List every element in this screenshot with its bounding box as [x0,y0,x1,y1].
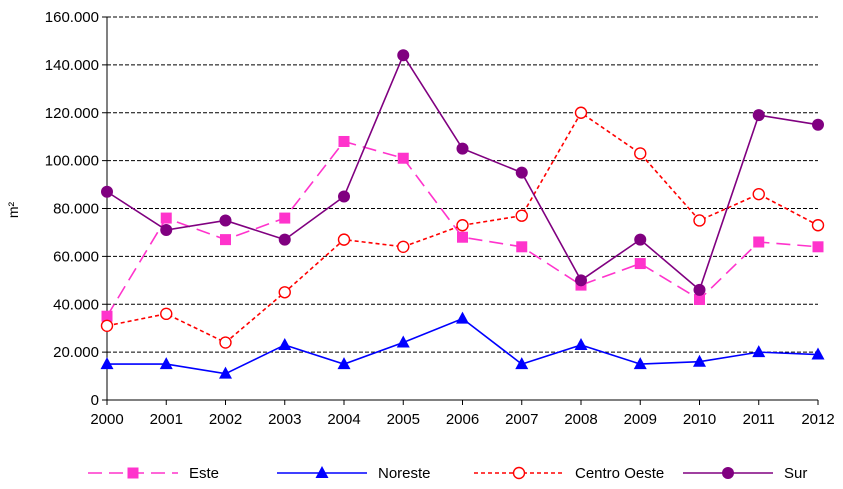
circle-marker [515,166,528,179]
legend-item: Este [88,465,219,482]
y-tick-label: 160.000 [45,9,99,26]
x-tick-label: 2006 [446,411,479,428]
legend-label: Noreste [378,465,431,482]
x-tick-label: 2008 [564,411,597,428]
open-circle-marker [811,219,825,232]
open-circle-marker [693,214,706,227]
square-marker [694,293,705,305]
x-tick-label: 2007 [505,411,538,428]
x-tick-label: 2003 [268,411,301,428]
square-marker [634,258,646,270]
triangle-marker-legend [315,466,329,478]
triangle-marker [633,357,647,370]
series-line [106,53,819,292]
y-tick-labels: 0 20.000 40.000 60.000 80.000 100.000 120.000 1… [45,9,99,409]
square-marker [457,231,468,243]
grid-lines [107,16,818,353]
circle-marker [693,283,706,296]
circle-marker [397,49,410,62]
triangle-marker [337,357,351,370]
circle-marker [160,224,173,237]
open-circle-marker [634,147,647,160]
square-marker [279,212,291,224]
legend-label: Sur [784,465,807,482]
triangle-marker [515,357,529,370]
triangle-marker [396,335,410,348]
legend-item: Noreste [277,465,431,482]
y-tick-label: 80.000 [53,201,99,218]
circle-marker [812,118,824,131]
y-tick-label: 60.000 [53,248,99,265]
y-tick-label: 0 [91,392,99,409]
square-marker-legend [127,467,139,479]
series-noreste [100,311,825,379]
triangle-marker [693,354,706,367]
legend-label: Este [189,465,219,482]
open-circle-marker [219,336,232,349]
y-tick-label: 40.000 [53,296,99,313]
circle-marker [575,274,587,287]
square-marker [338,135,350,147]
open-circle-marker [160,307,173,321]
square-marker [160,212,172,224]
x-tick-label: 2012 [801,411,834,428]
triangle-marker [811,347,825,360]
triangle-marker [100,357,114,370]
triangle-marker [456,311,469,324]
triangle-marker [574,337,588,350]
triangle-marker [219,366,232,379]
legend-label: Centro Oeste [575,465,664,482]
circle-marker-legend [722,467,734,479]
circle-marker [101,185,113,198]
open-circle-marker [752,187,765,201]
open-circle-marker [100,319,114,332]
axes [102,16,819,405]
series-line [107,317,819,375]
open-circle-marker-legend [512,466,526,480]
series-lines [100,49,825,379]
open-circle-marker [515,209,528,222]
triangle-marker [752,345,766,358]
circle-marker [634,233,647,246]
series-sur [101,49,824,296]
legend-item: Centro Oeste [474,465,664,482]
circle-marker [456,142,469,155]
circle-marker [219,214,232,227]
circle-marker [278,233,291,246]
y-tick-label: 20.000 [53,344,99,361]
square-marker [753,236,765,248]
open-circle-marker [397,240,410,254]
x-tick-label: 2010 [683,411,716,428]
x-tick-labels: 2000 2001 2002 2003 2004 2005 2006 2007 2008 2009… [90,411,834,428]
y-tick-label: 120.000 [45,105,99,122]
x-tick-label: 2000 [90,411,123,428]
y-axis-label: m² [5,202,21,219]
open-circle-marker [278,286,291,299]
legend: Este Noreste Centro Oeste Sur [88,465,807,482]
square-marker [516,241,528,253]
legend-item: Sur [683,465,807,482]
series-centro-oeste [100,106,825,349]
y-tick-label: 140.000 [45,57,99,74]
circle-marker [752,109,765,122]
square-marker [220,234,231,246]
x-tick-label: 2001 [150,411,183,428]
square-marker [101,310,113,322]
open-circle-marker [456,219,469,232]
x-tick-label: 2005 [387,411,420,428]
circle-marker [338,190,350,203]
triangle-marker [159,357,173,370]
square-marker [812,241,824,253]
x-tick-label: 2004 [327,411,360,428]
open-circle-marker [574,106,588,119]
square-marker [397,152,409,164]
y-tick-label: 100.000 [45,153,99,170]
open-circle-marker [337,233,351,246]
x-tick-label: 2009 [624,411,657,428]
x-tick-label: 2002 [209,411,242,428]
x-tick-label: 2011 [743,411,775,428]
triangle-marker [278,337,292,350]
